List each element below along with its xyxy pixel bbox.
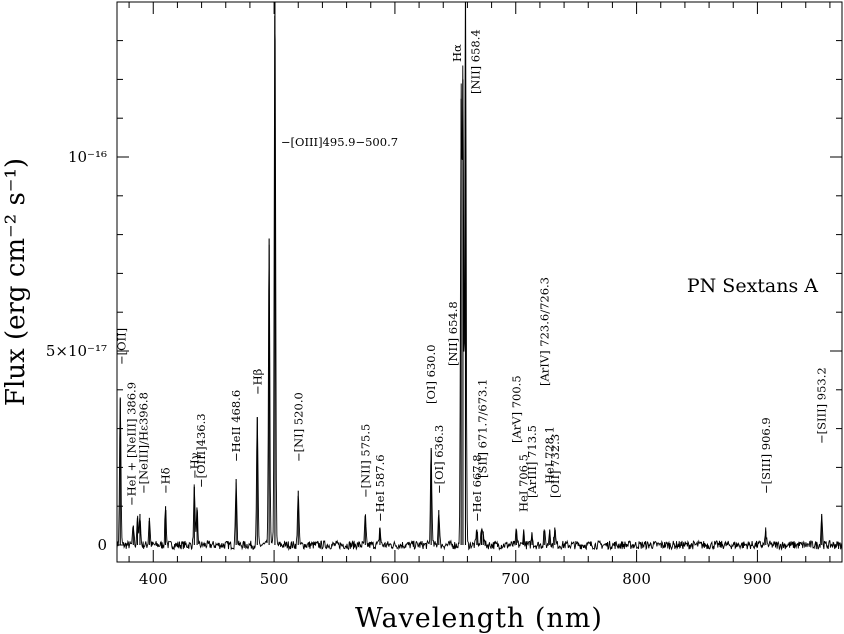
emission-line-label: [OI] 630.0 (424, 344, 438, 404)
x-axis-title: Wavelength (nm) (355, 603, 603, 634)
x-tick-label: 800 (622, 570, 651, 588)
emission-line-label: −Hγ (187, 452, 201, 479)
emission-line-label: −[NeIII]/Hε396.8 (136, 392, 150, 494)
axis-ticks: 400 500 600 700 800 900 0 5×10⁻¹⁷ 10⁻¹⁶ (46, 2, 842, 588)
emission-line-label: [NII] 658.4 (469, 29, 483, 94)
emission-line-label: −[SIII] 906.9 (759, 417, 773, 494)
emission-line-label: −HeII 468.6 (229, 390, 243, 462)
emission-line-label: [SII] 671.7/673.1 (475, 379, 489, 478)
emission-line-label: −[NI] 520.0 (291, 392, 305, 462)
emission-line-label: HeI 728.1 (543, 426, 557, 484)
emission-line-label: [ArIV] 723.6/726.3 (537, 277, 551, 386)
x-tick-label: 400 (139, 570, 168, 588)
y-axis-title: Flux (erg cm⁻² s⁻¹) (1, 158, 31, 406)
x-tick-label: 700 (501, 570, 530, 588)
chart-annotation: PN Sextans A (687, 275, 818, 297)
emission-line-label: −Hδ (159, 467, 173, 494)
emission-line-label: −HeI 587.6 (373, 454, 387, 522)
emission-line-label: −[OII] (114, 328, 128, 365)
emission-line-label: −[OI] 636.3 (432, 425, 446, 494)
emission-line-label: [ArIII] 713.5 (525, 425, 539, 498)
y-tick-label: 0 (97, 536, 107, 554)
y-tick-label: 5×10⁻¹⁷ (46, 342, 107, 360)
emission-line-label: [NII] 654.8 (446, 301, 460, 366)
emission-line-label: −[OIII]436.3 (194, 413, 208, 488)
emission-line-label: −[SIII] 953.2 (815, 367, 829, 444)
emission-line-label: HeI 706.5 (517, 454, 531, 512)
spectrum-path (117, 2, 842, 551)
y-tick-label: 10⁻¹⁶ (68, 148, 107, 166)
emission-line-labels: −[OII] −HeI + [NeIII] 386.9−[NeIII]/Hε396… (114, 29, 828, 522)
emission-line-label: [ArV] 700.5 (509, 375, 523, 443)
x-tick-label: 900 (743, 570, 772, 588)
plot-frame (116, 1, 843, 563)
spectrum-line (117, 2, 842, 551)
emission-line-label: Hα (450, 44, 464, 62)
emission-line-label: −HeI 667.8 (470, 454, 484, 522)
x-tick-label: 600 (381, 570, 410, 588)
emission-line-label: −[OIII]495.9−500.7 (281, 135, 398, 149)
emission-line-label: −Hβ (250, 368, 264, 395)
emission-line-label: [OII] 732.3 (548, 434, 562, 498)
x-tick-label: 500 (260, 570, 289, 588)
emission-line-label: −HeI + [NeIII] 386.9 (124, 382, 138, 506)
emission-line-label: −[NII] 575.5 (358, 424, 372, 498)
